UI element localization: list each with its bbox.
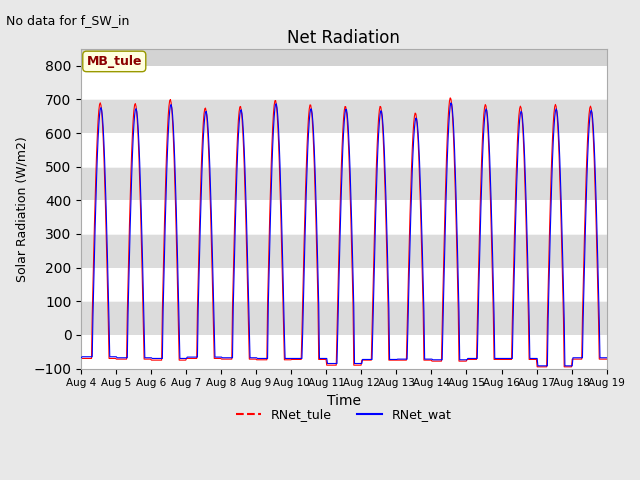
- Text: No data for f_SW_in: No data for f_SW_in: [6, 14, 130, 27]
- Bar: [81, 301, 607, 335]
- Bar: [81, 167, 607, 200]
- Bar: [81, 268, 607, 301]
- Bar: [81, 99, 607, 133]
- Legend: RNet_tule, RNet_wat: RNet_tule, RNet_wat: [231, 403, 457, 426]
- Bar: [81, 234, 607, 268]
- Title: Net Radiation: Net Radiation: [287, 29, 401, 48]
- Bar: [81, 133, 607, 167]
- Y-axis label: Solar Radiation (W/m2): Solar Radiation (W/m2): [15, 136, 28, 282]
- Bar: [81, 66, 607, 99]
- Bar: [81, 200, 607, 234]
- Text: MB_tule: MB_tule: [86, 55, 142, 68]
- X-axis label: Time: Time: [327, 394, 361, 408]
- Bar: [81, 335, 607, 369]
